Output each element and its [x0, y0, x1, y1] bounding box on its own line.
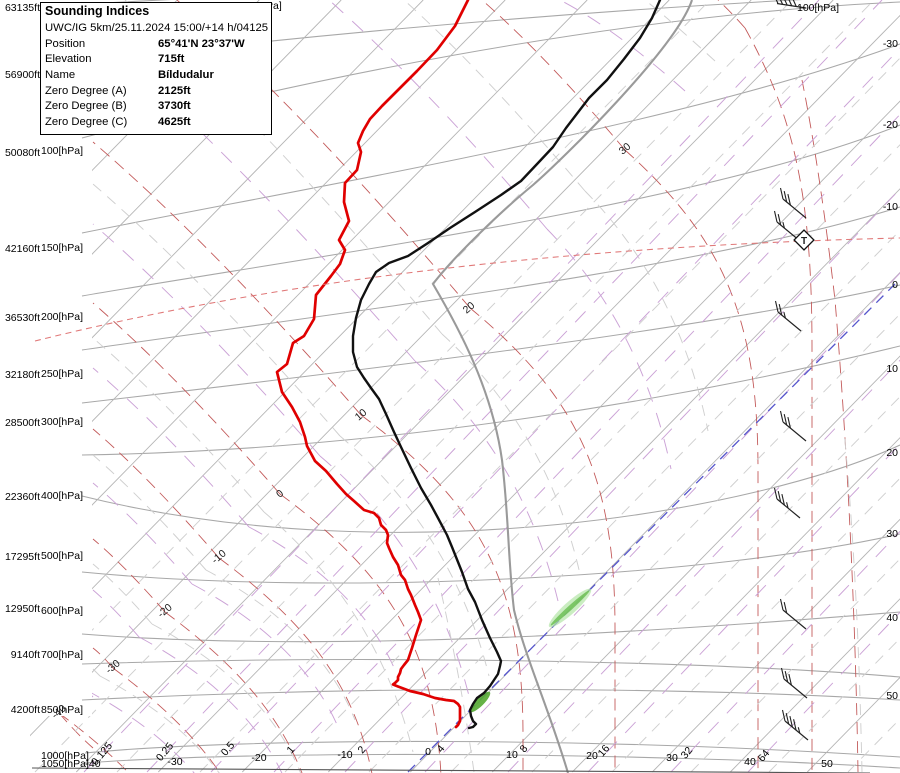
svg-text:T: T	[801, 236, 807, 247]
